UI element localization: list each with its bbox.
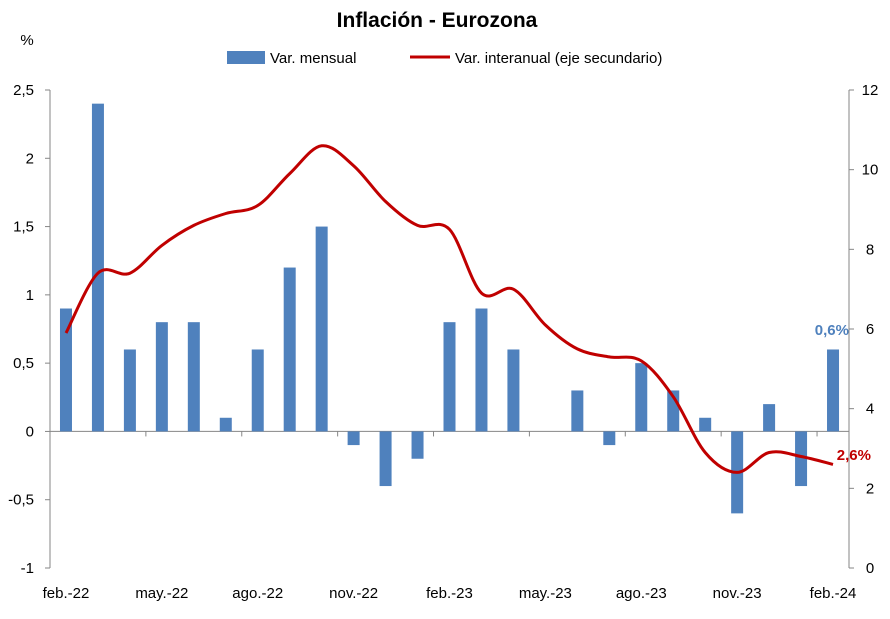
bar: [795, 431, 808, 487]
bar-series: [59, 103, 840, 514]
y-tick-label: 2: [26, 150, 34, 167]
bar: [315, 226, 328, 432]
bar: [283, 267, 296, 432]
x-tick-label: ago.-23: [616, 585, 667, 602]
line-series: [64, 144, 834, 474]
x-tick-label: may.-23: [519, 585, 572, 602]
y2-tick-label: 0: [866, 560, 874, 577]
bar: [155, 322, 168, 432]
bar: [475, 308, 488, 432]
bar: [251, 349, 264, 432]
y2-tick-label: 12: [862, 82, 879, 99]
x-tick-label: ago.-22: [232, 585, 283, 602]
x-tick-label: nov.-22: [329, 585, 378, 602]
y-tick-label: 1: [26, 287, 34, 304]
y-axis-unit-label: %: [20, 32, 33, 49]
bar: [699, 417, 712, 432]
bar: [571, 390, 584, 432]
bar: [443, 322, 456, 432]
bar: [91, 103, 104, 432]
bar: [635, 363, 648, 432]
bar: [507, 349, 520, 432]
bar: [411, 431, 424, 459]
x-tick-label: may.-22: [135, 585, 188, 602]
y2-tick-label: 8: [866, 241, 874, 258]
bar: [379, 431, 392, 487]
y-tick-label: 2,5: [13, 82, 34, 99]
bar: [763, 404, 776, 432]
y-tick-label: 0,5: [13, 355, 34, 372]
legend-bar-label: Var. mensual: [270, 50, 356, 67]
x-tick-label: nov.-23: [713, 585, 762, 602]
bar: [827, 349, 840, 432]
bar: [603, 431, 616, 446]
y-tick-label: -0,5: [8, 492, 34, 509]
interannual-line: [64, 144, 834, 474]
y-tick-label: 0: [26, 423, 34, 440]
line-last-data-label: 2,6%: [837, 447, 871, 464]
bar: [219, 417, 232, 432]
axes: 2,5 2 1,5 1 0,5 0 -0,5 -1 12 10 8 6 4 2 0 feb.-22 may.-2…: [8, 82, 878, 602]
legend-line-label: Var. interanual (eje secundario): [455, 50, 662, 67]
y2-tick-label: 2: [866, 480, 874, 497]
bar-last-data-label: 0,6%: [815, 322, 849, 339]
bar: [123, 349, 136, 432]
bar: [59, 308, 72, 432]
y-tick-label: 1,5: [13, 219, 34, 236]
data-labels: 0,6% 2,6%: [815, 322, 871, 464]
x-tick-label: feb.-23: [426, 585, 473, 602]
bar: [187, 322, 200, 432]
legend: Var. mensual Var. interanual (eje secund…: [227, 50, 662, 67]
x-tick-label: feb.-22: [43, 585, 90, 602]
x-tick-label: feb.-24: [810, 585, 857, 602]
y-tick-label: -1: [21, 560, 34, 577]
y2-tick-label: 10: [862, 162, 879, 179]
bar: [347, 431, 360, 446]
chart-title: Inflación - Eurozona: [337, 9, 538, 32]
legend-bar-swatch: [227, 51, 265, 64]
y2-tick-label: 6: [866, 321, 874, 338]
y2-tick-label: 4: [866, 401, 874, 418]
